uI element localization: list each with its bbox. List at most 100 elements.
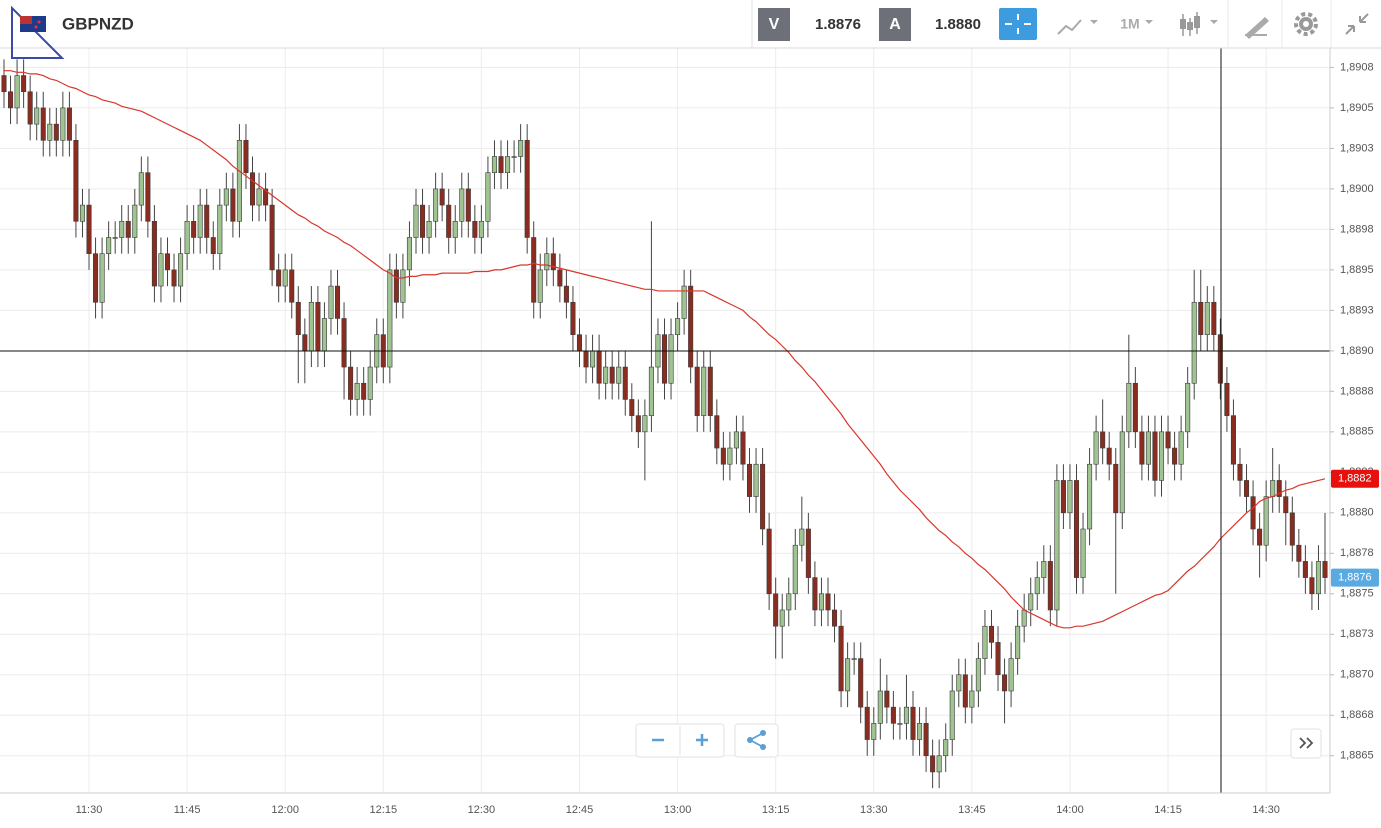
candle-body xyxy=(557,269,563,287)
candle-body xyxy=(119,220,125,238)
candle-body xyxy=(243,140,249,174)
candle-body xyxy=(786,593,792,611)
candle-body xyxy=(439,188,445,206)
crosshair-button-bg[interactable] xyxy=(999,8,1037,40)
candle-body xyxy=(616,366,622,384)
candle-body xyxy=(943,739,949,757)
share-button[interactable] xyxy=(734,723,779,758)
share-links[interactable] xyxy=(749,732,764,748)
candle-body xyxy=(151,220,157,287)
candle-body xyxy=(446,204,452,238)
crosshair-button[interactable] xyxy=(999,8,1037,40)
candle-body xyxy=(563,285,569,303)
candle-body xyxy=(491,156,497,174)
bid-price: 1.8876 xyxy=(815,16,861,33)
y-tick-label: 1,8885 xyxy=(1340,426,1374,438)
candle-body xyxy=(178,253,184,287)
candle-body xyxy=(903,706,909,724)
candle-body xyxy=(949,690,955,740)
candle-body xyxy=(1002,674,1008,692)
candle-body xyxy=(845,658,851,692)
dropdown-arrow[interactable] xyxy=(1090,20,1098,24)
candle-body xyxy=(675,318,681,335)
candle-body xyxy=(897,723,903,725)
candle-body xyxy=(40,107,46,141)
candle-body xyxy=(132,204,138,238)
candle-body xyxy=(223,188,229,206)
share-icon[interactable] xyxy=(747,730,766,750)
candle-body xyxy=(583,350,589,368)
candle-body xyxy=(603,366,609,384)
y-tick-label: 1,8865 xyxy=(1340,750,1374,762)
candle-body xyxy=(805,528,811,578)
candle-body xyxy=(995,642,1001,676)
candle-body xyxy=(8,91,14,109)
candle-body xyxy=(406,237,412,271)
candle-body xyxy=(1021,609,1027,627)
candle-body xyxy=(282,269,288,287)
scroll-end-icon[interactable] xyxy=(1299,737,1314,749)
candle-body xyxy=(733,431,739,449)
scroll-end-button[interactable] xyxy=(1290,728,1322,759)
candle-body xyxy=(851,658,857,660)
candle-body xyxy=(661,334,668,384)
candle-body xyxy=(478,220,484,238)
dropdown-arrow[interactable] xyxy=(1210,20,1218,24)
candle-body xyxy=(858,658,864,708)
y-tick-label: 1,8873 xyxy=(1340,628,1374,640)
candle-body xyxy=(1060,480,1066,514)
candle-icon-body[interactable] xyxy=(1194,16,1200,28)
candle-body xyxy=(315,301,321,352)
candle-body xyxy=(531,237,537,303)
candle-body xyxy=(420,204,426,238)
candle-body xyxy=(975,658,981,692)
ask-price: 1.8880 xyxy=(935,16,981,33)
candle-body xyxy=(53,123,59,141)
flag-icon xyxy=(20,16,46,32)
candle-body xyxy=(1296,544,1302,562)
candle-body xyxy=(354,382,360,400)
candle-body xyxy=(832,609,838,627)
candle-body xyxy=(518,140,524,157)
candle-body xyxy=(609,366,615,384)
draw-button[interactable] xyxy=(1245,17,1269,39)
chart-type-button[interactable] xyxy=(1057,19,1098,35)
candle-body xyxy=(1034,577,1040,595)
interval[interactable]: 1M xyxy=(1120,16,1139,32)
candle-body xyxy=(1257,528,1263,546)
dropdown-arrow[interactable] xyxy=(1145,20,1153,24)
candle-body xyxy=(988,625,995,643)
interval-button[interactable]: 1M xyxy=(1120,16,1153,32)
gear-hole[interactable] xyxy=(1303,21,1309,27)
candle-style-button[interactable] xyxy=(1180,12,1218,36)
candle-body xyxy=(99,253,105,303)
candle-body xyxy=(472,220,478,238)
zoom-in-button[interactable] xyxy=(696,734,708,746)
candle-body xyxy=(727,447,733,465)
x-tick-label: 11:45 xyxy=(174,804,201,816)
collapse-icon[interactable] xyxy=(1345,13,1369,35)
candle-icon-body[interactable] xyxy=(1187,22,1193,30)
candle-body xyxy=(1191,301,1197,384)
candle-body xyxy=(511,156,517,158)
candle-body xyxy=(910,706,916,740)
candle-body xyxy=(1270,480,1276,497)
candle-body xyxy=(302,334,308,352)
draw-icon[interactable] xyxy=(1245,17,1269,39)
collapse-button[interactable] xyxy=(1345,13,1369,35)
y-tick-label: 1,8880 xyxy=(1340,507,1374,519)
candle-body xyxy=(570,301,576,335)
gear-teeth[interactable] xyxy=(1294,12,1318,36)
settings-button[interactable] xyxy=(1294,12,1318,36)
candle-body xyxy=(629,399,635,416)
crosshair-icon[interactable] xyxy=(1005,14,1031,34)
candle-body xyxy=(576,334,583,352)
candle-body xyxy=(112,237,118,239)
candle-body xyxy=(707,366,713,416)
x-tick-label: 13:00 xyxy=(664,804,692,816)
candle-icon-body[interactable] xyxy=(1180,19,1186,29)
candle-body xyxy=(1165,431,1171,449)
x-tick-label: 14:30 xyxy=(1252,804,1280,816)
chart-type-icon[interactable] xyxy=(1057,19,1082,35)
